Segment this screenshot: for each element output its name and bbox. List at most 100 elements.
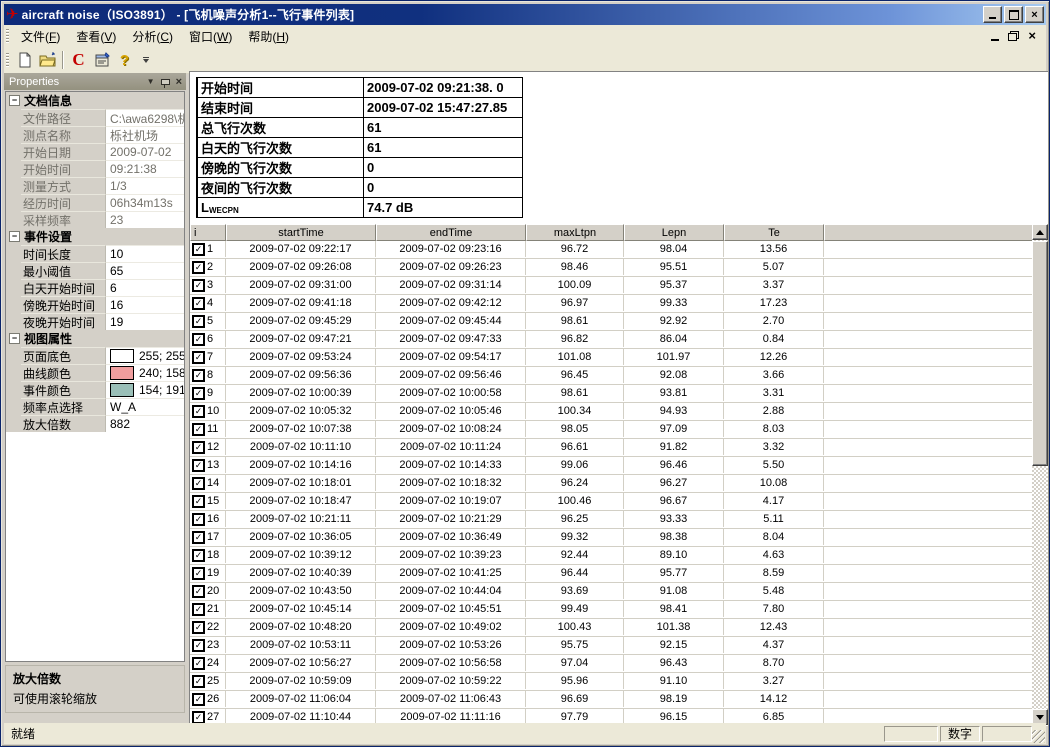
scrollbar-thumb[interactable]	[1032, 241, 1048, 466]
table-row[interactable]: ✓ 19 2009-07-02 10:40:39 2009-07-02 10:41…	[190, 565, 1032, 583]
pin-icon[interactable]	[160, 78, 170, 88]
property-row[interactable]: 测量方式 1/3	[6, 177, 184, 194]
row-checkbox[interactable]: ✓	[192, 530, 205, 544]
property-row[interactable]: 放大倍数 882	[6, 415, 184, 432]
table-row[interactable]: ✓ 13 2009-07-02 10:14:16 2009-07-02 10:14…	[190, 457, 1032, 475]
property-value[interactable]: 16	[106, 296, 184, 313]
property-value[interactable]: 23	[106, 211, 184, 228]
column-header-empty[interactable]	[824, 224, 1032, 241]
scroll-up-button[interactable]	[1032, 224, 1048, 240]
property-row[interactable]: 采样频率 23	[6, 211, 184, 228]
color-swatch[interactable]	[110, 366, 134, 380]
toolbar-grip[interactable]	[6, 52, 9, 68]
table-row[interactable]: ✓ 6 2009-07-02 09:47:21 2009-07-02 09:47:…	[190, 331, 1032, 349]
table-row[interactable]: ✓ 9 2009-07-02 10:00:39 2009-07-02 10:00:…	[190, 385, 1032, 403]
property-value[interactable]: 1/3	[106, 177, 184, 194]
property-row[interactable]: 开始日期 2009-07-02	[6, 143, 184, 160]
category-view-props[interactable]: − 视图属性	[6, 330, 184, 347]
table-row[interactable]: ✓ 22 2009-07-02 10:48:20 2009-07-02 10:49…	[190, 619, 1032, 637]
table-row[interactable]: ✓ 3 2009-07-02 09:31:00 2009-07-02 09:31:…	[190, 277, 1032, 295]
row-checkbox[interactable]: ✓	[192, 368, 205, 382]
property-value[interactable]: 882	[106, 415, 184, 432]
maximize-button[interactable]	[1004, 6, 1023, 23]
property-value[interactable]: 2009-07-02	[106, 143, 184, 160]
property-value[interactable]: 06h34m13s	[106, 194, 184, 211]
panel-menu-chevron-icon[interactable]: ▼	[146, 76, 155, 86]
calibration-button[interactable]: C	[67, 49, 90, 71]
row-checkbox[interactable]: ✓	[192, 476, 205, 490]
table-row[interactable]: ✓ 12 2009-07-02 10:11:10 2009-07-02 10:11…	[190, 439, 1032, 457]
table-row[interactable]: ✓ 18 2009-07-02 10:39:12 2009-07-02 10:39…	[190, 547, 1032, 565]
property-value[interactable]: W_A	[106, 398, 184, 415]
table-row[interactable]: ✓ 4 2009-07-02 09:41:18 2009-07-02 09:42:…	[190, 295, 1032, 313]
menu-item[interactable]: 文件(F)	[21, 29, 61, 44]
title-bar[interactable]: ✈ aircraft noise（ISO3891） - [飞机噪声分析1--飞行…	[4, 4, 1046, 25]
row-checkbox[interactable]: ✓	[192, 692, 205, 706]
table-row[interactable]: ✓ 21 2009-07-02 10:45:14 2009-07-02 10:45…	[190, 601, 1032, 619]
menu-item[interactable]: 查看(V)	[76, 29, 117, 44]
menubar-grip[interactable]	[6, 28, 9, 44]
column-header-lepn[interactable]: Lepn	[624, 224, 724, 241]
table-row[interactable]: ✓ 8 2009-07-02 09:56:36 2009-07-02 09:56:…	[190, 367, 1032, 385]
row-checkbox[interactable]: ✓	[192, 620, 205, 634]
table-row[interactable]: ✓ 15 2009-07-02 10:18:47 2009-07-02 10:19…	[190, 493, 1032, 511]
table-row[interactable]: ✓ 14 2009-07-02 10:18:01 2009-07-02 10:18…	[190, 475, 1032, 493]
mdi-minimize-button[interactable]	[991, 31, 1000, 41]
row-checkbox[interactable]: ✓	[192, 242, 205, 256]
open-file-button[interactable]	[36, 49, 59, 71]
row-checkbox[interactable]: ✓	[192, 494, 205, 508]
row-checkbox[interactable]: ✓	[192, 404, 205, 418]
row-checkbox[interactable]: ✓	[192, 440, 205, 454]
row-checkbox[interactable]: ✓	[192, 602, 205, 616]
minimize-button[interactable]	[983, 6, 1002, 23]
panel-close-icon[interactable]: ×	[175, 75, 182, 88]
property-row[interactable]: 开始时间 09:21:38	[6, 160, 184, 177]
properties-panel-header[interactable]: Properties ▼ ×	[4, 73, 186, 90]
property-value[interactable]: 19	[106, 313, 184, 330]
table-row[interactable]: ✓ 1 2009-07-02 09:22:17 2009-07-02 09:23:…	[190, 241, 1032, 259]
table-row[interactable]: ✓ 20 2009-07-02 10:43:50 2009-07-02 10:44…	[190, 583, 1032, 601]
property-row[interactable]: 文件路径 C:\awa6298\机场	[6, 109, 184, 126]
table-row[interactable]: ✓ 5 2009-07-02 09:45:29 2009-07-02 09:45:…	[190, 313, 1032, 331]
property-row[interactable]: 白天开始时间 6	[6, 279, 184, 296]
menu-item[interactable]: 窗口(W)	[189, 29, 233, 44]
row-checkbox[interactable]: ✓	[192, 548, 205, 562]
category-event-settings[interactable]: − 事件设置	[6, 228, 184, 245]
table-row[interactable]: ✓ 7 2009-07-02 09:53:24 2009-07-02 09:54:…	[190, 349, 1032, 367]
close-button[interactable]: ×	[1025, 6, 1044, 23]
row-checkbox[interactable]: ✓	[192, 422, 205, 436]
row-checkbox[interactable]: ✓	[192, 674, 205, 688]
table-row[interactable]: ✓ 11 2009-07-02 10:07:38 2009-07-02 10:08…	[190, 421, 1032, 439]
help-button[interactable]: ?	[113, 49, 136, 71]
menu-item[interactable]: 分析(C)	[132, 29, 174, 44]
column-header-starttime[interactable]: startTime	[226, 224, 376, 241]
property-color-row[interactable]: 曲线颜色 240; 158; 15	[6, 364, 184, 381]
row-checkbox[interactable]: ✓	[192, 278, 205, 292]
row-checkbox[interactable]: ✓	[192, 584, 205, 598]
property-row[interactable]: 傍晚开始时间 16	[6, 296, 184, 313]
collapse-icon[interactable]: −	[9, 333, 20, 344]
row-checkbox[interactable]: ✓	[192, 638, 205, 652]
category-doc-info[interactable]: − 文档信息	[6, 92, 184, 109]
new-document-button[interactable]	[13, 49, 36, 71]
property-row[interactable]: 时间长度 10	[6, 245, 184, 262]
menu-item[interactable]: 帮助(H)	[248, 29, 290, 44]
property-value[interactable]: 栎社机场	[106, 126, 184, 143]
table-row[interactable]: ✓ 25 2009-07-02 10:59:09 2009-07-02 10:59…	[190, 673, 1032, 691]
table-row[interactable]: ✓ 26 2009-07-02 11:06:04 2009-07-02 11:06…	[190, 691, 1032, 709]
property-value[interactable]: 09:21:38	[106, 160, 184, 177]
row-checkbox[interactable]: ✓	[192, 458, 205, 472]
row-checkbox[interactable]: ✓	[192, 512, 205, 526]
table-row[interactable]: ✓ 23 2009-07-02 10:53:11 2009-07-02 10:53…	[190, 637, 1032, 655]
table-row[interactable]: ✓ 27 2009-07-02 11:10:44 2009-07-02 11:11…	[190, 709, 1032, 725]
table-row[interactable]: ✓ 17 2009-07-02 10:36:05 2009-07-02 10:36…	[190, 529, 1032, 547]
column-header-endtime[interactable]: endTime	[376, 224, 526, 241]
row-checkbox[interactable]: ✓	[192, 386, 205, 400]
property-value[interactable]: 10	[106, 245, 184, 262]
resize-grip[interactable]	[1032, 730, 1045, 743]
property-value[interactable]: 65	[106, 262, 184, 279]
property-row[interactable]: 测点名称 栎社机场	[6, 126, 184, 143]
table-row[interactable]: ✓ 2 2009-07-02 09:26:08 2009-07-02 09:26:…	[190, 259, 1032, 277]
row-checkbox[interactable]: ✓	[192, 260, 205, 274]
row-checkbox[interactable]: ✓	[192, 566, 205, 580]
